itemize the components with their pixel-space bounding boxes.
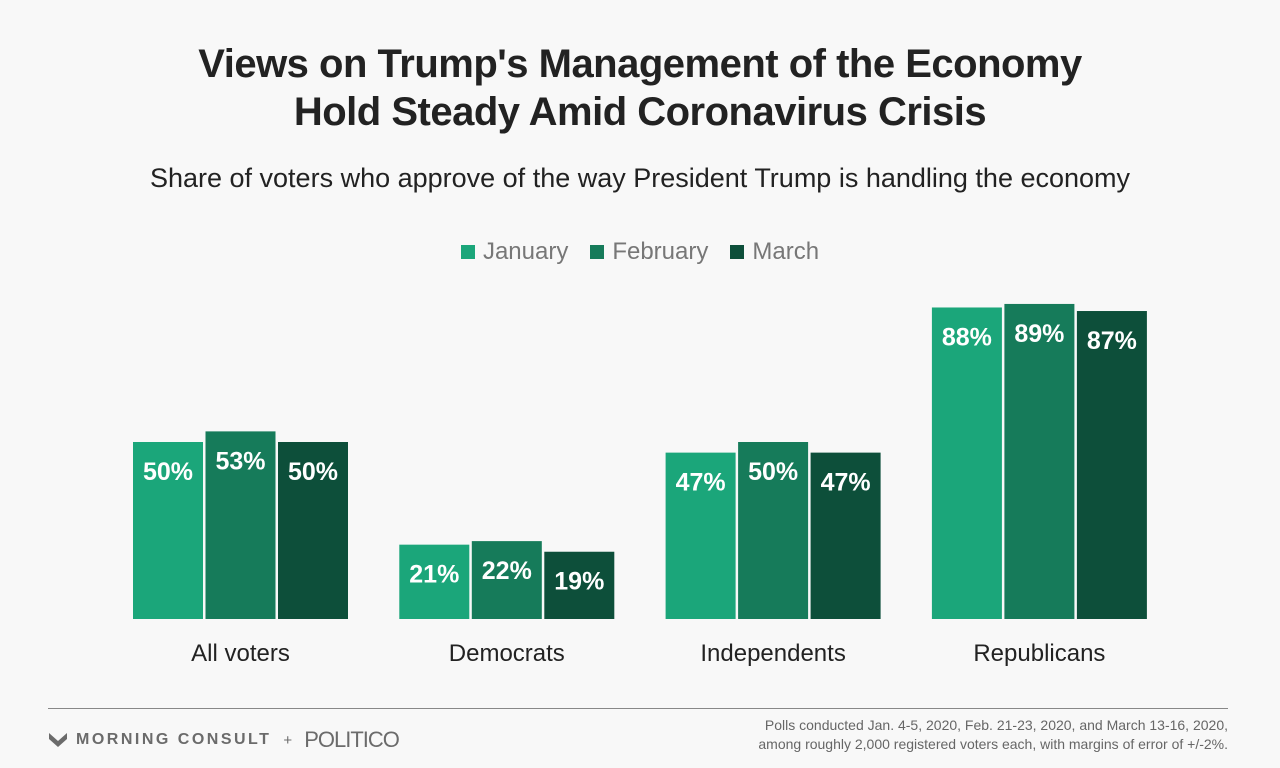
category-label: Independents (700, 640, 845, 667)
legend-label: January (482, 238, 569, 265)
data-label: 47% (821, 469, 871, 497)
source-note-line-1: Polls conducted Jan. 4-5, 2020, Feb. 21-… (764, 717, 1228, 733)
bar-february-1 (471, 541, 542, 619)
source-note-line-2: among roughly 2,000 registered voters ea… (758, 736, 1228, 752)
bar-march-0 (278, 442, 348, 619)
bar-january-2 (665, 452, 736, 619)
category-label: Democrats (449, 640, 565, 667)
legend-swatch-february (590, 245, 605, 259)
morning-consult-logo-icon (49, 733, 67, 747)
bar-march-3 (1076, 311, 1147, 619)
footer-logos: MORNING CONSULT + POLITICO (48, 727, 400, 753)
data-label: 50% (143, 458, 193, 486)
data-label: 22% (482, 557, 532, 585)
data-label: 47% (676, 469, 726, 497)
data-label: 87% (1087, 327, 1137, 355)
bar-march-1 (544, 551, 615, 619)
data-label: 89% (1014, 320, 1064, 348)
legend-item-march: March (730, 238, 819, 266)
morning-consult-logo: MORNING CONSULT (76, 731, 272, 748)
legend-item-january: January (460, 238, 569, 266)
legend: January February March (0, 238, 1280, 266)
data-label: 88% (942, 323, 992, 351)
bar-february-0 (205, 431, 276, 619)
data-label: 21% (409, 561, 459, 589)
bar-january-3 (931, 307, 1002, 619)
bar-february-3 (1004, 303, 1075, 619)
bar-january-1 (399, 544, 470, 619)
title-line-1: Views on Trump's Management of the Econo… (198, 42, 1082, 86)
data-label: 53% (215, 447, 265, 475)
legend-swatch-march (730, 245, 745, 259)
bar-march-2 (810, 452, 881, 619)
chart-subtitle: Share of voters who approve of the way P… (149, 163, 1131, 193)
bar-january-0 (133, 442, 203, 619)
title-line-2: Hold Steady Amid Coronavirus Crisis (293, 90, 987, 134)
data-label: 19% (554, 568, 604, 596)
data-label: 50% (288, 458, 338, 486)
data-label: 50% (748, 458, 798, 486)
politico-logo: POLITICO (304, 727, 400, 752)
source-note: Polls conducted Jan. 4-5, 2020, Feb. 21-… (758, 716, 1228, 754)
bar-february-2 (738, 442, 809, 619)
chart-title: Views on Trump's Management of the Econo… (0, 40, 1280, 136)
category-label: All voters (191, 640, 290, 667)
legend-swatch-january (460, 245, 475, 259)
legend-label: March (752, 238, 820, 265)
category-label: Republicans (973, 640, 1105, 667)
footer-divider (48, 708, 1228, 709)
legend-item-february: February (590, 238, 708, 266)
plus-sign: + (283, 731, 293, 749)
legend-label: February (612, 238, 709, 265)
